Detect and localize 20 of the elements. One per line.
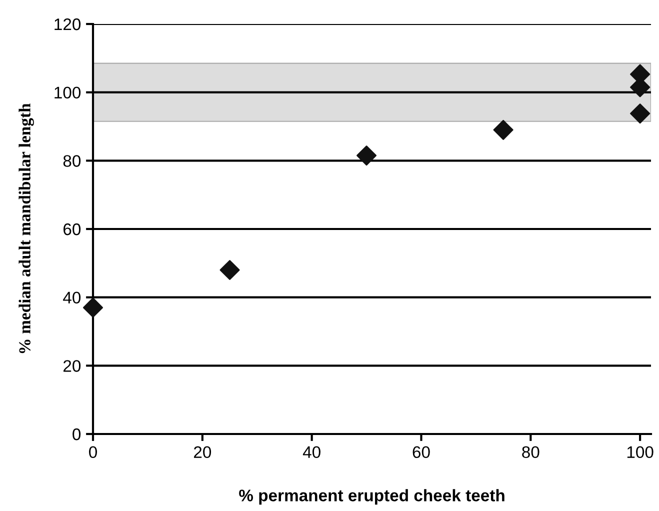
- point: [493, 120, 514, 140]
- x-tick-label: 80: [522, 446, 540, 458]
- x-tick-label: 20: [194, 446, 212, 458]
- x-axis-title: % permanent erupted cheek teeth: [239, 489, 504, 505]
- y-tick-label: 60: [64, 223, 81, 236]
- y-tick-label: 100: [54, 86, 81, 99]
- x-tick-label: 60: [412, 446, 430, 458]
- y-tick-label: 80: [63, 155, 81, 167]
- y-axis-title: % median adult mandibular length: [18, 103, 34, 354]
- y-tick-label: 20: [63, 360, 81, 372]
- point: [630, 104, 650, 124]
- x-tick-label: 100: [627, 446, 654, 458]
- y-tick-label: 40: [63, 292, 81, 304]
- point: [82, 298, 104, 318]
- point: [220, 260, 240, 280]
- x-tick-label: 40: [302, 446, 320, 458]
- y-tick-label: 0: [72, 428, 81, 440]
- point: [356, 146, 377, 166]
- y-tick-label: 120: [54, 18, 81, 30]
- x-tick-label: 0: [89, 446, 97, 458]
